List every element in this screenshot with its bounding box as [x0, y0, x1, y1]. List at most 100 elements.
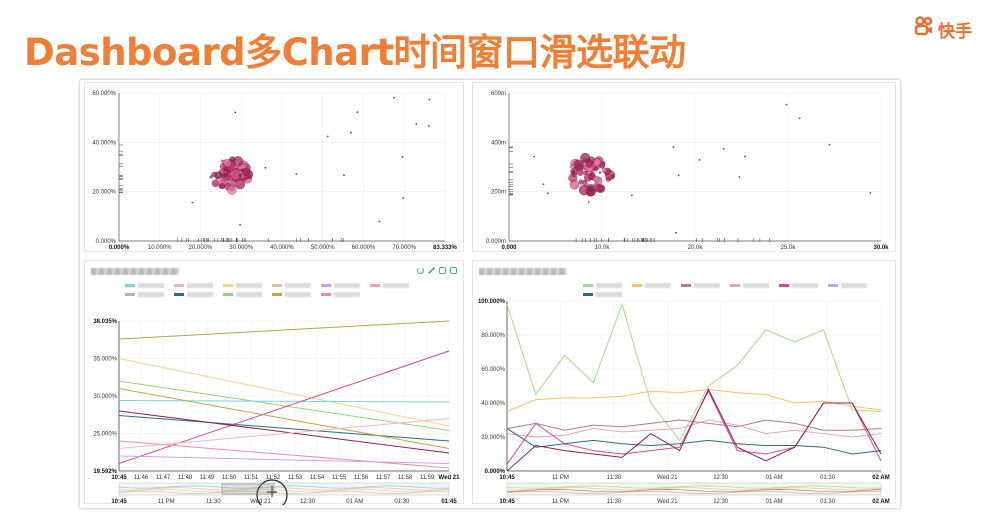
edit-icon[interactable] [428, 267, 435, 274]
data-point [869, 192, 872, 194]
brush-preview-line [506, 487, 882, 491]
brush-tick-label: 01 AM [346, 499, 363, 505]
legend-item[interactable] [828, 283, 867, 288]
data-point [401, 156, 404, 159]
x-tick-label: Wed 21 [657, 475, 678, 481]
legend-label-blurred [236, 292, 262, 297]
line-chart-right[interactable]: 0.000% 20.000% 40.000% 60.000% 80.000% 100.00… [473, 261, 897, 505]
x-tick-label: 30.000% [229, 245, 253, 251]
data-point [343, 174, 345, 177]
legend-swatch [370, 284, 380, 287]
series-line [118, 320, 450, 340]
x-tick-label: 11:30 [607, 475, 622, 481]
data-point [378, 220, 381, 223]
brush-tick-label: Wed 21 [250, 499, 271, 505]
legend-item[interactable] [730, 283, 769, 288]
y-tick-label: 40.000% [481, 401, 505, 407]
legend-item[interactable] [321, 283, 360, 288]
data-point [630, 194, 633, 197]
data-point [591, 183, 600, 191]
legend-item[interactable] [583, 292, 622, 297]
data-point [582, 181, 587, 185]
data-point [738, 175, 741, 178]
series-line [118, 455, 450, 464]
brush-preview-line [118, 487, 450, 491]
y-tick-label: 200m [491, 190, 506, 196]
x-tick-label: 70.000% [392, 245, 416, 251]
legend-item[interactable] [321, 292, 360, 297]
series-line [118, 418, 450, 449]
data-point [828, 143, 831, 146]
legend-swatch [125, 284, 135, 287]
legend-label-blurred [285, 292, 311, 297]
data-point [610, 174, 615, 179]
series-line [118, 410, 450, 454]
data-point [326, 135, 329, 138]
series-line [118, 440, 450, 469]
line-panel-left[interactable]: 19.592% 25.000% 30.000% 35.000% 38.035% 10:45… [84, 260, 465, 505]
scatter-chart-right[interactable]: 0.000 10.0k 20.0k 25.0k 30.0k 0.000m 200m 400m 6… [473, 83, 897, 253]
x-tick-label: 11:55 [332, 475, 347, 481]
data-point [428, 98, 431, 101]
legend-swatch [583, 293, 593, 296]
data-point [238, 173, 242, 177]
refresh-icon[interactable] [417, 267, 424, 274]
data-point [220, 159, 224, 163]
scatter-chart-left[interactable]: 0.000% 10.000% 20.000% 30.000% 40.000% 50.000… [85, 83, 465, 253]
legend-item[interactable] [632, 283, 671, 288]
y-tick-label: 60.000% [92, 91, 116, 97]
share-icon[interactable] [450, 267, 457, 274]
legend-swatch [779, 284, 789, 287]
data-point [232, 181, 237, 186]
brush-preview-line [506, 490, 882, 494]
legend-item[interactable] [370, 283, 409, 288]
legend-item[interactable] [681, 283, 720, 288]
data-point [349, 131, 352, 134]
legend-item[interactable] [779, 283, 818, 288]
data-point [570, 164, 575, 169]
line-panel-right[interactable]: 0.000% 20.000% 40.000% 60.000% 80.000% 100.00… [472, 260, 897, 505]
legend-swatch [828, 284, 838, 287]
series-line [118, 415, 450, 442]
y-tick-label: 80.000% [481, 333, 505, 339]
brush-preview-line [118, 489, 450, 493]
x-tick-label: 12:30 [713, 475, 729, 481]
data-point [593, 158, 602, 167]
series-line [506, 419, 882, 431]
x-tick-label: 11:50 [222, 475, 237, 481]
y-tick-label: 60.000% [481, 367, 505, 373]
scatter-panel-right[interactable]: 0.000 10.0k 20.0k 25.0k 30.0k 0.000m 200m 400m 6… [472, 82, 896, 252]
y-tick-label: 400m [491, 140, 506, 146]
legend-item[interactable] [174, 292, 213, 297]
legend-label-blurred [694, 283, 720, 288]
legend-item[interactable] [174, 283, 213, 288]
legend-item[interactable] [583, 283, 622, 288]
legend-swatch [321, 284, 331, 287]
legend-item[interactable] [272, 292, 311, 297]
legend-label-blurred [596, 292, 622, 297]
legend-swatch [223, 293, 233, 296]
legend-label-blurred [334, 283, 360, 288]
y-tick-label: 38.035% [93, 319, 117, 325]
data-point [295, 173, 298, 175]
data-point [571, 169, 576, 174]
data-point [584, 173, 593, 182]
line-chart-left[interactable]: 19.592% 25.000% 30.000% 35.000% 38.035% 10:45… [85, 261, 465, 505]
legend-item[interactable] [223, 283, 262, 288]
table-icon[interactable] [439, 267, 446, 274]
legend-item[interactable] [125, 283, 164, 288]
data-point [402, 197, 404, 200]
x-tick-label: 10.000% [148, 245, 172, 251]
scatter-panel-left[interactable]: 0.000% 10.000% 20.000% 30.000% 40.000% 50.000… [84, 82, 464, 252]
legend-item[interactable] [125, 292, 164, 297]
legend-label-blurred [334, 292, 360, 297]
brush-preview-line [506, 485, 882, 489]
legend-item[interactable] [223, 292, 262, 297]
data-point [221, 177, 224, 180]
brush-tick-label: 01:30 [820, 499, 836, 505]
x-tick-label: 40.000% [270, 245, 294, 251]
series-line [118, 380, 450, 431]
legend-label-blurred [138, 283, 164, 288]
data-point [214, 171, 222, 179]
legend-item[interactable] [272, 283, 311, 288]
